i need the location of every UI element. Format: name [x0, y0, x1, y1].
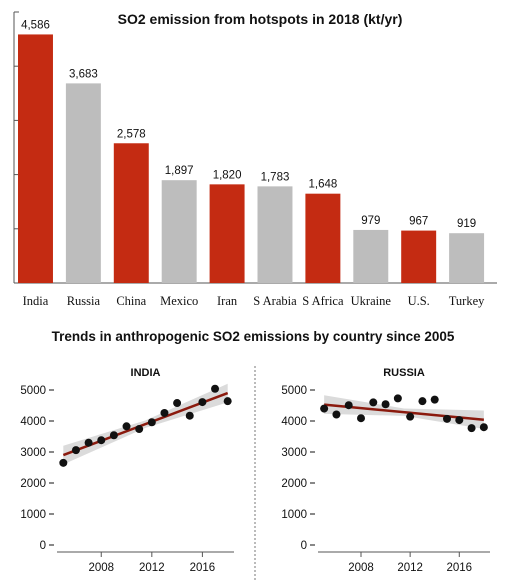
y-tick-label: 1000 — [20, 509, 46, 521]
data-point — [393, 394, 402, 403]
data-point — [332, 410, 341, 419]
bar-value-label: 1,820 — [213, 169, 242, 181]
bar-value-label: 4,586 — [21, 19, 50, 31]
bar-value-label: 1,897 — [165, 165, 194, 177]
bar-category-label: Ukraine — [351, 294, 392, 308]
y-tick-label: 1000 — [281, 509, 307, 521]
data-point — [443, 414, 451, 423]
data-point — [479, 423, 488, 432]
data-point — [418, 397, 427, 406]
y-tick-label: 2000 — [281, 478, 307, 490]
bar-category-label: India — [23, 294, 49, 308]
x-tick-label: 2008 — [88, 562, 114, 574]
data-point — [71, 446, 80, 455]
data-point — [59, 458, 68, 467]
data-point — [467, 424, 476, 433]
hotspot-bar-chart: SO2 emission from hotspots in 2018 (kt/y… — [13, 11, 497, 308]
data-point — [223, 397, 232, 406]
bar-category-label: Russia — [67, 294, 101, 308]
data-point — [430, 395, 439, 404]
bar-china — [113, 143, 149, 283]
y-tick-label: 0 — [301, 540, 307, 552]
bar-sarabia — [257, 186, 293, 283]
data-point — [147, 418, 156, 427]
bar-category-label: U.S. — [408, 294, 430, 308]
trend-panel-india: INDIA 0 1000 2000 3000 4000 5000 2008 2012 2016 — [20, 367, 234, 574]
y-tick-label: 5000 — [20, 385, 46, 397]
bar-value-label: 967 — [409, 216, 428, 228]
bar-mexico — [161, 180, 197, 283]
bar-safrica — [305, 193, 341, 283]
data-point — [160, 408, 169, 417]
y-tick-label: 4000 — [281, 416, 307, 428]
panel-title: RUSSIA — [383, 367, 425, 379]
y-tick-label: 5000 — [281, 385, 307, 397]
bar-category-label: S Africa — [302, 294, 344, 308]
data-point — [455, 416, 464, 425]
data-point — [135, 425, 144, 434]
data-point — [198, 398, 207, 407]
bar-value-label: 3,683 — [69, 68, 98, 80]
data-point — [369, 398, 378, 407]
data-point — [185, 411, 194, 420]
bar-category-label: Turkey — [449, 294, 485, 308]
bar-chart-title: SO2 emission from hotspots in 2018 (kt/y… — [118, 11, 403, 27]
data-point — [109, 431, 118, 440]
y-tick-label: 2000 — [20, 478, 46, 490]
bar-category-label: S Arabia — [253, 294, 297, 308]
bar-value-label: 1,648 — [308, 179, 337, 191]
y-tick-label: 4000 — [20, 416, 46, 428]
y-tick-label: 3000 — [20, 447, 46, 459]
bar-value-label: 1,783 — [261, 171, 290, 183]
trend-chart-title: Trends in anthropogenic SO2 emissions by… — [52, 329, 455, 344]
data-point — [211, 384, 220, 393]
data-point — [406, 412, 415, 421]
bar-india — [18, 34, 53, 284]
panel-title: INDIA — [131, 367, 161, 379]
x-tick-label: 2012 — [397, 562, 423, 574]
bar-marks: 4,586 India 3,683 Russia 2,578 China 1,897 Mexi… — [18, 19, 485, 308]
bar-value-label: 2,578 — [117, 128, 146, 140]
bar-category-label: China — [116, 294, 146, 308]
bar-category-label: Mexico — [160, 294, 198, 308]
data-point — [357, 414, 365, 423]
y-tick-label: 3000 — [281, 447, 307, 459]
data-point — [122, 422, 131, 431]
data-point — [173, 399, 182, 408]
bar-value-label: 979 — [361, 215, 380, 227]
bar-ukraine — [353, 229, 389, 283]
data-point — [320, 404, 329, 413]
bar-category-label: Iran — [217, 294, 238, 308]
trend-panel-russia: RUSSIA 0 1000 2000 3000 4000 5000 2008 2012 2016 — [281, 367, 490, 574]
bar-value-label: 919 — [457, 218, 476, 230]
data-point — [344, 401, 353, 410]
x-tick-label: 2016 — [446, 562, 472, 574]
bar-iran — [209, 184, 245, 283]
x-tick-label: 2008 — [348, 562, 374, 574]
y-tick-label: 0 — [40, 540, 46, 552]
bar-turkey — [449, 233, 485, 283]
bar-us — [401, 230, 437, 283]
bar-russia — [65, 83, 101, 283]
x-tick-label: 2012 — [139, 562, 165, 574]
x-tick-label: 2016 — [190, 562, 216, 574]
data-point — [97, 436, 106, 445]
data-point — [84, 438, 93, 447]
data-point — [381, 400, 390, 409]
